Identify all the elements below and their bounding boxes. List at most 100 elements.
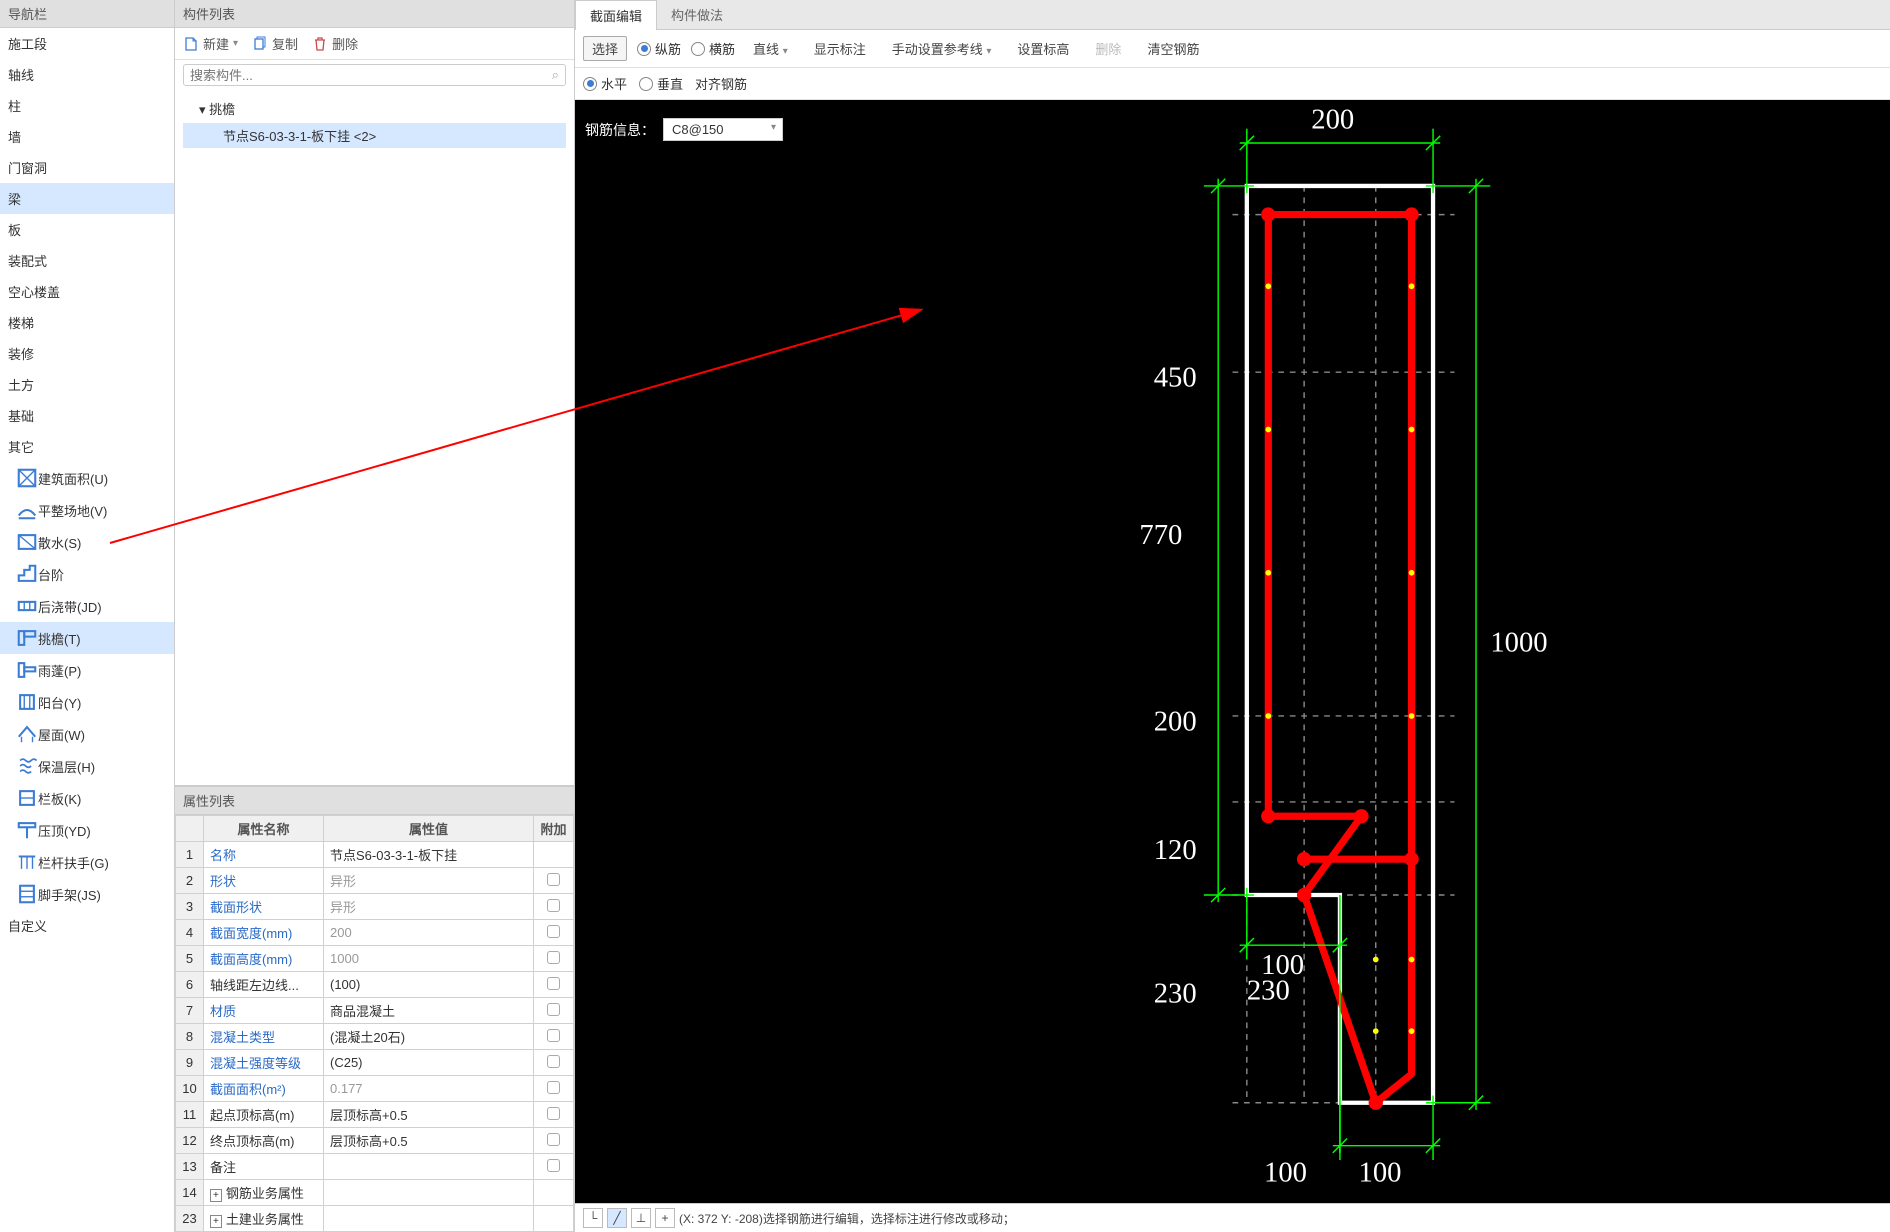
nav-sub-cap[interactable]: 压顶(YD) — [0, 814, 174, 846]
tab-section[interactable]: 截面编辑 — [575, 0, 657, 30]
component-tree: ▾ 挑檐 节点S6-03-3-1-板下挂 <2> — [175, 90, 574, 785]
line-button[interactable]: 直线 ▾ — [745, 37, 796, 60]
nav-item[interactable]: 空心楼盖 — [0, 276, 174, 307]
svg-text:230: 230 — [1154, 977, 1197, 1009]
nav-item[interactable]: 基础 — [0, 400, 174, 431]
delete-icon — [312, 36, 328, 52]
svg-text:200: 200 — [1154, 705, 1197, 737]
component-title: 构件列表 — [175, 0, 574, 28]
right-tabs: 截面编辑 构件做法 — [575, 0, 1890, 30]
svg-text:450: 450 — [1154, 361, 1197, 393]
property-row[interactable]: 13备注 — [176, 1154, 574, 1180]
nav-custom[interactable]: 自定义 — [0, 910, 174, 941]
radio-long[interactable]: 纵筋 — [637, 39, 681, 58]
awning-icon — [16, 659, 38, 681]
tree-node[interactable]: ▾ 挑檐 — [183, 96, 566, 121]
nav-sub-area[interactable]: 建筑面积(U) — [0, 462, 174, 494]
balcony-icon — [16, 691, 38, 713]
handrail-icon — [16, 851, 38, 873]
toolbar-2: 水平 垂直 对齐钢筋 — [575, 68, 1890, 100]
delete-button[interactable]: 删除 — [312, 34, 358, 53]
status-btn-1[interactable]: └ — [583, 1208, 603, 1228]
property-row[interactable]: 11起点顶标高(m)层顶标高+0.5 — [176, 1102, 574, 1128]
status-btn-4[interactable]: + — [655, 1208, 675, 1228]
component-panel: 构件列表 新建▾ 复制 删除 ⌕ ▾ 挑檐 节点S6-03-3-1-板下挂 <2… — [175, 0, 575, 1232]
status-bar: └ ╱ ⊥ + (X: 372 Y: -208)选择钢筋进行编辑，选择标注进行修… — [575, 1203, 1890, 1232]
tab-practice[interactable]: 构件做法 — [657, 0, 737, 29]
nav-item[interactable]: 柱 — [0, 90, 174, 121]
rail-icon — [16, 787, 38, 809]
svg-text:200: 200 — [1311, 104, 1354, 136]
property-row[interactable]: 8混凝土类型(混凝土20石) — [176, 1024, 574, 1050]
nav-item[interactable]: 门窗洞 — [0, 152, 174, 183]
nav-sub-roof[interactable]: 屋面(W) — [0, 718, 174, 750]
property-row[interactable]: 1名称节点S6-03-3-1-板下挂 — [176, 842, 574, 868]
svg-text:100: 100 — [1359, 1157, 1402, 1189]
nav-panel: 导航栏 施工段 轴线 柱 墙 门窗洞 梁 板 装配式 空心楼盖 楼梯 装修 土方… — [0, 0, 175, 1232]
nav-sub-balcony[interactable]: 阳台(Y) — [0, 686, 174, 718]
property-row[interactable]: 4截面宽度(mm)200 — [176, 920, 574, 946]
cad-canvas[interactable]: 钢筋信息： C8@150 — [575, 100, 1890, 1203]
property-row[interactable]: 10截面面积(m²)0.177 — [176, 1076, 574, 1102]
nav-item[interactable]: 施工段 — [0, 28, 174, 59]
dim-button[interactable]: 显示标注 — [806, 37, 874, 60]
property-row[interactable]: 2形状异形 — [176, 868, 574, 894]
nav-item[interactable]: 楼梯 — [0, 307, 174, 338]
nav-sub-rail[interactable]: 栏板(K) — [0, 782, 174, 814]
nav-sub-handrail[interactable]: 栏杆扶手(G) — [0, 846, 174, 878]
nav-sub-water[interactable]: 散水(S) — [0, 526, 174, 558]
toolbar-1: 选择 纵筋 横筋 直线 ▾ 显示标注 手动设置参考线 ▾ 设置标高 删除 清空钢… — [575, 30, 1890, 68]
nav-item[interactable]: 轴线 — [0, 59, 174, 90]
align-button[interactable]: 对齐钢筋 — [695, 74, 747, 93]
nav-sub-step[interactable]: 台阶 — [0, 558, 174, 590]
nav-sub-canopy[interactable]: 挑檐(T) — [0, 622, 174, 654]
nav-item[interactable]: 墙 — [0, 121, 174, 152]
svg-text:1000: 1000 — [1490, 627, 1547, 659]
property-row[interactable]: 23+土建业务属性 — [176, 1206, 574, 1232]
nav-item[interactable]: 板 — [0, 214, 174, 245]
nav-sub-scaffold[interactable]: 脚手架(JS) — [0, 878, 174, 910]
ref-button[interactable]: 手动设置参考线 ▾ — [884, 37, 1000, 60]
nav-item[interactable]: 梁 — [0, 183, 174, 214]
nav-sub-insul[interactable]: 保温层(H) — [0, 750, 174, 782]
elev-button[interactable]: 设置标高 — [1009, 37, 1077, 60]
search-box[interactable]: ⌕ — [183, 64, 566, 86]
nav-item[interactable]: 装修 — [0, 338, 174, 369]
select-button[interactable]: 选择 — [583, 36, 627, 61]
property-row[interactable]: 14+钢筋业务属性 — [176, 1180, 574, 1206]
property-table: 属性名称属性值附加 1名称节点S6-03-3-1-板下挂2形状异形3截面形状异形… — [175, 815, 574, 1232]
nav-item[interactable]: 装配式 — [0, 245, 174, 276]
svg-text:770: 770 — [1139, 519, 1182, 551]
nav-sub-strip[interactable]: 后浇带(JD) — [0, 590, 174, 622]
radio-dot-icon — [691, 42, 705, 56]
copy-icon — [252, 36, 268, 52]
radio-horiz[interactable]: 水平 — [583, 74, 627, 93]
radio-vert[interactable]: 垂直 — [639, 74, 683, 93]
radio-trans[interactable]: 横筋 — [691, 39, 735, 58]
property-row[interactable]: 6轴线距左边线...(100) — [176, 972, 574, 998]
property-row[interactable]: 3截面形状异形 — [176, 894, 574, 920]
tree-leaf[interactable]: 节点S6-03-3-1-板下挂 <2> — [183, 123, 566, 148]
new-button[interactable]: 新建▾ — [183, 34, 238, 53]
property-row[interactable]: 5截面高度(mm)1000 — [176, 946, 574, 972]
del-button[interactable]: 删除 — [1087, 37, 1129, 60]
level-icon — [16, 499, 38, 521]
copy-button[interactable]: 复制 — [252, 34, 298, 53]
section-svg: 200 770 450 200 120 230 1000 100 230 — [575, 100, 1890, 1203]
clear-button[interactable]: 清空钢筋 — [1139, 37, 1207, 60]
nav-item[interactable]: 其它 — [0, 431, 174, 462]
status-btn-3[interactable]: ⊥ — [631, 1208, 651, 1228]
status-btn-2[interactable]: ╱ — [607, 1208, 627, 1228]
nav-sub-level[interactable]: 平整场地(V) — [0, 494, 174, 526]
new-icon — [183, 36, 199, 52]
radio-dot-icon — [637, 42, 651, 56]
search-input[interactable] — [190, 68, 552, 83]
nav-item[interactable]: 土方 — [0, 369, 174, 400]
property-row[interactable]: 9混凝土强度等级(C25) — [176, 1050, 574, 1076]
nav-sub-awning[interactable]: 雨蓬(P) — [0, 654, 174, 686]
svg-text:230: 230 — [1247, 975, 1290, 1007]
property-row[interactable]: 7材质商品混凝土 — [176, 998, 574, 1024]
property-row[interactable]: 12终点顶标高(m)层顶标高+0.5 — [176, 1128, 574, 1154]
property-title: 属性列表 — [175, 787, 574, 815]
insul-icon — [16, 755, 38, 777]
